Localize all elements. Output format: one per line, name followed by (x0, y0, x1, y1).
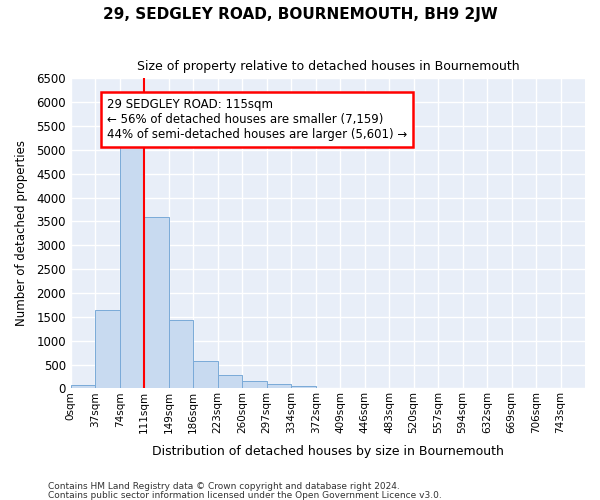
Title: Size of property relative to detached houses in Bournemouth: Size of property relative to detached ho… (137, 60, 519, 73)
Bar (71, 386, 95, 388)
Bar (266, 384, 291, 388)
Bar (144, 216, 169, 388)
Bar (291, 386, 316, 388)
Text: Contains public sector information licensed under the Open Government Licence v3: Contains public sector information licen… (48, 490, 442, 500)
Text: Contains HM Land Registry data © Crown copyright and database right 2024.: Contains HM Land Registry data © Crown c… (48, 482, 400, 491)
Bar (169, 320, 193, 388)
Bar (218, 374, 242, 388)
Bar (95, 310, 120, 388)
Y-axis label: Number of detached properties: Number of detached properties (15, 140, 28, 326)
Bar (242, 382, 266, 388)
Text: 29 SEDGLEY ROAD: 115sqm
← 56% of detached houses are smaller (7,159)
44% of semi: 29 SEDGLEY ROAD: 115sqm ← 56% of detache… (107, 98, 407, 142)
X-axis label: Distribution of detached houses by size in Bournemouth: Distribution of detached houses by size … (152, 444, 504, 458)
Bar (120, 145, 144, 388)
Bar (193, 361, 218, 388)
Text: 29, SEDGLEY ROAD, BOURNEMOUTH, BH9 2JW: 29, SEDGLEY ROAD, BOURNEMOUTH, BH9 2JW (103, 8, 497, 22)
